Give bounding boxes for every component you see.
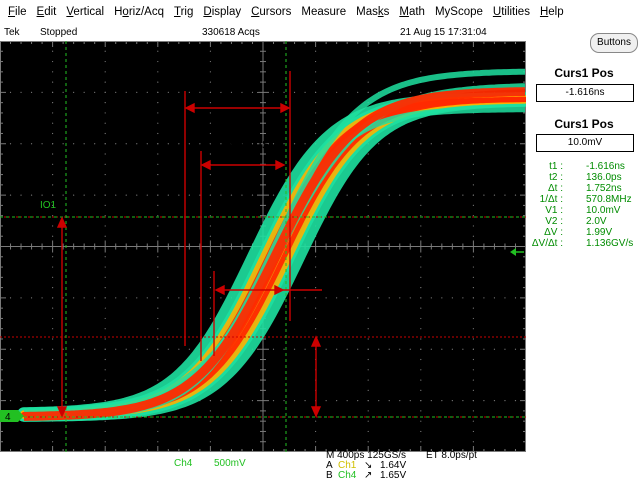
svg-text:4: 4 xyxy=(5,412,11,423)
readout-v2: V2 :2.0V xyxy=(545,216,607,227)
readout-t1: t1 : -1.616ns xyxy=(549,161,625,172)
menu-cursors[interactable]: Cursors xyxy=(251,6,292,18)
menu-utilities[interactable]: Utilities xyxy=(492,6,530,18)
menu-vertical[interactable]: Vertical xyxy=(66,6,105,18)
bottom-info-bar: Ch4 500mV M 400ps 125GS/s ET 8.0ps/pt A … xyxy=(0,450,526,482)
menu-masks[interactable]: Masks xyxy=(356,6,390,18)
readout-slew: ΔV/Δt :1.136GV/s xyxy=(531,238,634,249)
channel-4-marker[interactable]: 4 xyxy=(0,410,24,423)
curs1-pos-time-value[interactable]: -1.616ns xyxy=(536,84,634,102)
menu-trig[interactable]: Trig xyxy=(173,6,194,18)
acq-count: 330618 Acqs xyxy=(202,27,260,38)
menu-display[interactable]: Display xyxy=(203,6,242,18)
menu-measure[interactable]: Measure xyxy=(301,6,347,18)
brand-label: Tek xyxy=(4,27,20,38)
curs1-pos-volt-title: Curs1 Pos xyxy=(554,117,614,131)
menu-myscope[interactable]: MyScope xyxy=(434,6,483,18)
curs1-pos-volt-value[interactable]: 10.0mV xyxy=(536,134,634,152)
cursor-side-panel: Buttons Curs1 Pos -1.616ns Curs1 Pos 10.… xyxy=(526,24,642,482)
menu-edit[interactable]: Edit xyxy=(36,6,57,18)
timing-annotations xyxy=(56,71,322,418)
label-vih: VIH=2.0V xyxy=(70,302,138,324)
readout-delta-v: ΔV :1.99V xyxy=(544,227,613,238)
readout-t2: t2 :136.0ps xyxy=(549,172,622,183)
trig-b-label: B xyxy=(326,470,333,481)
menu-math[interactable]: Math xyxy=(399,6,425,18)
status-bar: Tek Stopped 330618 Acqs 21 Aug 15 17:31:… xyxy=(0,24,526,41)
readout-delta-t: Δt :1.752ns xyxy=(547,183,622,194)
waveform-traces xyxy=(17,68,526,422)
menu-help[interactable]: Help xyxy=(539,6,564,18)
trigger-level-arrow[interactable] xyxy=(510,248,524,256)
timebase-readout[interactable]: M 400ps 125GS/s xyxy=(326,450,407,461)
ch4-label[interactable]: Ch4 xyxy=(174,458,193,469)
menu-file-rest: ile xyxy=(15,6,27,18)
trig-a-channel[interactable]: Ch1 xyxy=(338,460,357,471)
buttons-toggle-button[interactable]: Buttons xyxy=(590,33,638,53)
acq-state: Stopped xyxy=(40,27,78,38)
label-0831ns: 0.831ns xyxy=(200,77,261,96)
datetime: 21 Aug 15 17:31:04 xyxy=(400,27,487,38)
trig-b-level: 1.65V xyxy=(380,470,407,481)
menu-bar: File Edit Vertical Horiz/Acq Trig Displa… xyxy=(0,0,642,24)
label-0665ns: 0.665ns xyxy=(210,134,271,153)
et-readout: ET 8.0ps/pt xyxy=(426,450,477,461)
menu-horiz-acq[interactable]: Horiz/Acq xyxy=(114,6,164,18)
trig-b-slope-icon: ↗ xyxy=(364,470,373,481)
label-0550ns: 0.550ns xyxy=(321,260,382,279)
waveform-display[interactable]: 0.831ns 0.665ns 0.550ns VIH=2.0V VIL=0.8… xyxy=(0,41,526,452)
readout-v1: V1 :10.0mV xyxy=(545,205,621,216)
trig-a-level: 1.64V xyxy=(380,460,407,471)
trig-a-slope-icon: ↘ xyxy=(364,460,373,471)
label-vil: VIL=0.8V xyxy=(328,385,394,407)
trig-a-label: A xyxy=(326,460,333,471)
ch4-scale[interactable]: 500mV xyxy=(214,458,246,469)
menu-file[interactable]: File xyxy=(8,6,27,18)
io1-label: IO1 xyxy=(40,200,57,211)
waveform-canvas[interactable]: 0.831ns 0.665ns 0.550ns VIH=2.0V VIL=0.8… xyxy=(0,41,526,452)
readout-inverse-delta-t: 1/Δt :570.8MHz xyxy=(539,194,632,205)
trig-b-channel[interactable]: Ch4 xyxy=(338,470,357,481)
curs1-pos-time-title: Curs1 Pos xyxy=(554,66,614,80)
cursor-readouts: t1 : -1.616ns t2 :136.0ps Δt :1.752ns 1/Δ… xyxy=(526,161,642,249)
